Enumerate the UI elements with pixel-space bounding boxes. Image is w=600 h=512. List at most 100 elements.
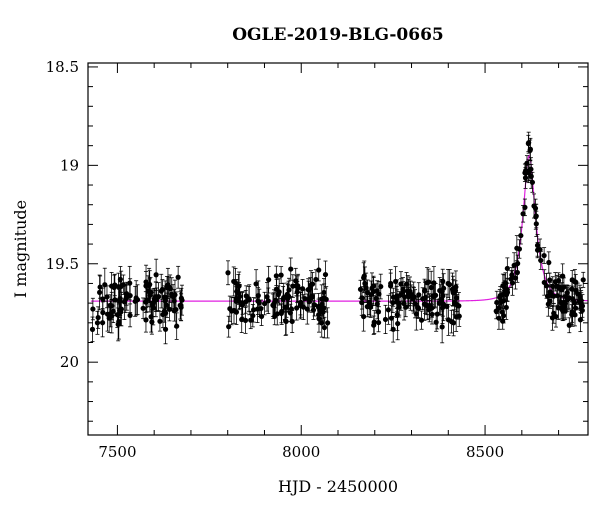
data-point bbox=[278, 272, 284, 278]
data-point bbox=[281, 294, 287, 301]
data-point bbox=[89, 326, 96, 332]
data-point bbox=[385, 307, 391, 313]
data-point bbox=[248, 317, 254, 323]
data-point bbox=[162, 326, 169, 332]
data-point bbox=[504, 265, 510, 272]
data-point bbox=[157, 318, 163, 324]
data-point bbox=[127, 293, 133, 299]
data-point bbox=[451, 320, 457, 326]
data-point bbox=[547, 277, 553, 283]
data-point bbox=[413, 311, 419, 317]
data-point bbox=[541, 252, 547, 259]
data-point bbox=[375, 309, 382, 315]
data-point bbox=[166, 284, 172, 290]
data-point bbox=[422, 295, 428, 301]
data-point bbox=[502, 288, 508, 294]
data-point bbox=[501, 298, 507, 304]
data-point bbox=[390, 326, 396, 332]
data-point bbox=[445, 317, 452, 323]
data-point bbox=[297, 301, 304, 307]
data-point bbox=[154, 296, 160, 303]
data-point bbox=[250, 313, 256, 319]
data-point bbox=[522, 170, 528, 176]
data-point bbox=[149, 319, 155, 325]
data-point bbox=[132, 298, 138, 304]
data-point bbox=[95, 314, 101, 321]
data-point bbox=[418, 317, 425, 323]
data-point bbox=[394, 296, 400, 302]
data-point bbox=[449, 286, 456, 292]
data-point bbox=[441, 285, 447, 291]
data-point bbox=[396, 300, 402, 306]
data-point bbox=[514, 269, 520, 276]
data-point bbox=[525, 140, 531, 147]
data-point bbox=[382, 316, 389, 323]
data-point bbox=[552, 279, 558, 285]
data-point bbox=[90, 306, 96, 312]
data-point bbox=[453, 295, 460, 301]
data-point bbox=[362, 280, 368, 287]
data-point bbox=[293, 283, 300, 289]
data-point bbox=[117, 276, 123, 282]
data-point bbox=[321, 324, 328, 331]
data-point bbox=[162, 294, 168, 300]
data-point bbox=[579, 303, 586, 309]
x-tick-label: 7500 bbox=[98, 443, 136, 461]
data-point bbox=[421, 301, 428, 307]
data-point bbox=[494, 299, 500, 306]
data-point bbox=[375, 319, 382, 326]
data-point bbox=[243, 293, 249, 299]
data-point bbox=[555, 305, 562, 311]
data-point bbox=[564, 297, 570, 303]
data-point bbox=[499, 309, 505, 315]
data-point bbox=[429, 305, 435, 311]
data-point bbox=[440, 293, 446, 299]
data-point bbox=[437, 287, 443, 294]
data-point bbox=[140, 305, 146, 311]
data-point bbox=[315, 304, 322, 310]
data-point bbox=[175, 274, 181, 280]
data-point bbox=[233, 298, 239, 304]
data-point bbox=[411, 294, 417, 300]
data-point bbox=[109, 313, 115, 319]
data-point bbox=[500, 283, 506, 289]
data-point bbox=[127, 280, 133, 286]
data-point bbox=[239, 316, 245, 323]
data-point bbox=[359, 299, 365, 306]
data-point bbox=[428, 284, 434, 291]
data-point bbox=[123, 296, 129, 302]
data-point bbox=[541, 279, 547, 286]
x-tick-label: 8000 bbox=[282, 443, 320, 461]
data-point bbox=[368, 303, 374, 309]
data-point bbox=[100, 296, 106, 302]
data-point bbox=[520, 211, 526, 217]
data-point bbox=[147, 292, 153, 299]
y-tick-label: 18.5 bbox=[46, 58, 79, 76]
data-point bbox=[179, 297, 185, 303]
data-point bbox=[325, 320, 331, 326]
data-point bbox=[166, 306, 173, 312]
data-point bbox=[320, 305, 327, 311]
data-point bbox=[236, 290, 242, 297]
y-axis-label: I magnitude bbox=[11, 200, 30, 298]
data-point bbox=[496, 315, 502, 321]
data-point bbox=[97, 284, 103, 290]
data-point bbox=[239, 302, 246, 308]
chart-title: OGLE-2019-BLG-0665 bbox=[232, 25, 444, 45]
data-point bbox=[143, 317, 149, 323]
data-point bbox=[509, 280, 516, 286]
data-point bbox=[546, 259, 552, 266]
data-point bbox=[538, 257, 544, 264]
data-point bbox=[120, 282, 126, 288]
data-point bbox=[531, 203, 537, 209]
data-point bbox=[322, 271, 329, 278]
data-point bbox=[171, 298, 177, 304]
x-tick-label: 8500 bbox=[466, 443, 504, 461]
data-point bbox=[388, 280, 394, 287]
data-point bbox=[264, 294, 270, 300]
data-point bbox=[307, 285, 313, 291]
axis-ticks bbox=[88, 63, 588, 435]
data-point bbox=[430, 293, 436, 299]
data-point bbox=[518, 232, 524, 239]
